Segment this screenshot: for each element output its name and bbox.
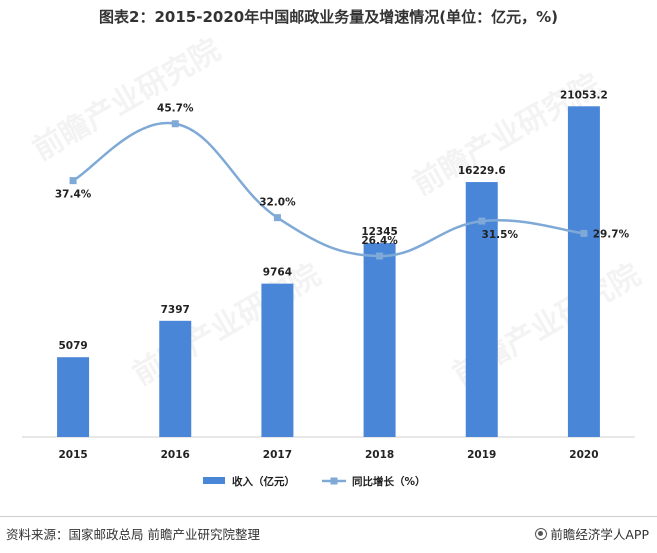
brand-mark: 前瞻经济学人APP [535,524,649,543]
chart-title: 图表2：2015-2020年中国邮政业务量及增速情况(单位：亿元，%) [99,8,558,26]
line-value-label: 31.5% [482,229,519,241]
brand-label: 前瞻经济学人APP [550,527,649,542]
line-value-label: 29.7% [593,228,630,240]
source-note: 资料来源：国家邮政总局 前瞻产业研究院整理 [6,527,260,542]
bar-2017 [261,283,294,437]
bar-2016 [159,320,192,437]
bar-value-label: 7397 [161,304,190,316]
legend-swatch-bar [203,477,225,484]
line-marker [376,252,384,260]
bar-2015 [57,357,90,437]
line-value-label: 45.7% [157,103,194,115]
line-value-label: 26.4% [361,235,398,247]
legend-label-line: 同比增长（%） [352,475,426,488]
combo-chart: 5079 2015 7397 2016 9764 2017 12345 2018 16229.6… [22,89,635,488]
x-tick-label: 2016 [161,449,190,461]
legend-marker-line [330,477,338,485]
bar-2018 [363,243,396,437]
x-tick-label: 2020 [569,449,598,461]
line-marker [478,217,486,225]
line-marker [580,229,588,237]
bar-value-label: 21053.2 [560,89,608,101]
bar-value-label: 16229.6 [458,165,506,177]
growth-line [72,121,585,258]
x-tick-label: 2017 [263,449,292,461]
x-tick-label: 2015 [58,449,87,461]
line-value-label: 37.4% [55,189,92,201]
line-marker [69,177,77,185]
legend-label-bar: 收入（亿元） [232,475,295,488]
x-tick-label: 2018 [365,449,394,461]
bar-value-label: 9764 [263,267,292,279]
footer-divider [0,516,657,517]
bar-value-label: 5079 [58,340,87,352]
line-value-label: 32.0% [259,197,296,209]
line-marker [273,214,281,222]
x-tick-label: 2019 [467,449,496,461]
bar-2020 [567,106,600,438]
bar-value-label: 12345 [361,226,398,238]
brand-logo-icon [535,527,548,540]
line-marker [171,120,179,128]
